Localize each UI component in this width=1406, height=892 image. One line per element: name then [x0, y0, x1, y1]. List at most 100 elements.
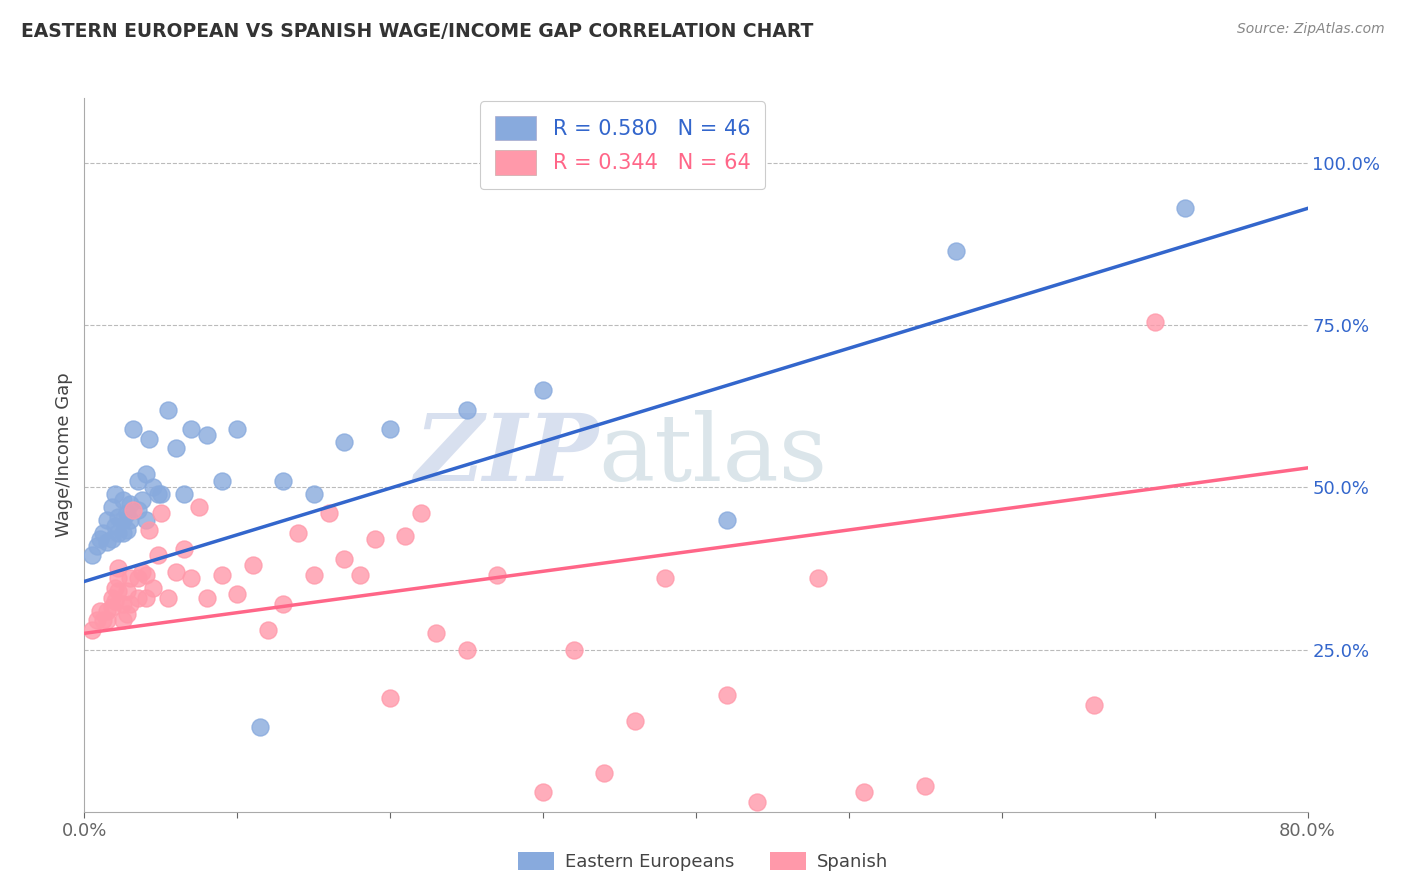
Point [716, 688, 738, 702]
Point [96, 604, 118, 618]
Point [624, 714, 647, 728]
Point [226, 422, 249, 436]
Point [135, 568, 157, 582]
Point [80, 549, 103, 563]
Point [302, 487, 325, 501]
Point [86, 539, 108, 553]
Point [115, 584, 138, 599]
Point [188, 500, 211, 514]
Point [115, 506, 138, 520]
Point [135, 591, 157, 605]
Text: ZIP: ZIP [413, 410, 598, 500]
Point [531, 785, 554, 799]
Point [91, 613, 114, 627]
Point [333, 434, 356, 449]
Point [120, 597, 142, 611]
Point [91, 525, 114, 540]
Point [101, 600, 124, 615]
Point [138, 432, 160, 446]
Point [180, 571, 202, 585]
Point [853, 785, 876, 799]
Point [86, 613, 108, 627]
Point [165, 565, 187, 579]
Point [349, 568, 371, 582]
Point [380, 422, 402, 436]
Point [104, 594, 127, 608]
Point [96, 613, 118, 627]
Point [1083, 698, 1105, 712]
Point [1143, 315, 1166, 329]
Point [104, 581, 127, 595]
Point [107, 509, 129, 524]
Point [157, 591, 180, 605]
Point [380, 691, 402, 706]
Point [456, 402, 478, 417]
Point [914, 779, 936, 793]
Point [107, 571, 129, 585]
Legend: R = 0.580   N = 46, R = 0.344   N = 64: R = 0.580 N = 46, R = 0.344 N = 64 [479, 102, 765, 189]
Point [242, 558, 264, 573]
Point [101, 533, 124, 547]
Point [135, 467, 157, 482]
Point [1174, 202, 1197, 216]
Point [271, 474, 294, 488]
Text: atlas: atlas [598, 410, 827, 500]
Point [747, 795, 769, 809]
Point [165, 442, 187, 456]
Point [104, 487, 127, 501]
Point [101, 591, 124, 605]
Point [107, 584, 129, 599]
Point [101, 500, 124, 514]
Point [195, 591, 218, 605]
Point [135, 513, 157, 527]
Point [115, 607, 138, 621]
Point [531, 383, 554, 397]
Point [104, 519, 127, 533]
Point [173, 541, 195, 556]
Point [271, 597, 294, 611]
Point [96, 513, 118, 527]
Point [111, 493, 134, 508]
Point [211, 568, 233, 582]
Point [122, 503, 145, 517]
Point [138, 523, 160, 537]
Point [157, 402, 180, 417]
Point [111, 613, 134, 627]
Point [142, 480, 165, 494]
Point [120, 513, 142, 527]
Point [111, 525, 134, 540]
Point [195, 428, 218, 442]
Point [107, 525, 129, 540]
Point [716, 513, 738, 527]
Point [211, 474, 233, 488]
Point [131, 565, 153, 579]
Point [146, 549, 169, 563]
Point [127, 474, 149, 488]
Y-axis label: Wage/Income Gap: Wage/Income Gap [55, 373, 73, 537]
Point [333, 551, 356, 566]
Point [486, 568, 509, 582]
Text: EASTERN EUROPEAN VS SPANISH WAGE/INCOME GAP CORRELATION CHART: EASTERN EUROPEAN VS SPANISH WAGE/INCOME … [21, 22, 814, 41]
Point [456, 642, 478, 657]
Point [226, 587, 249, 601]
Point [149, 506, 172, 520]
Point [425, 626, 447, 640]
Point [122, 422, 145, 436]
Point [394, 529, 416, 543]
Point [127, 571, 149, 585]
Point [562, 642, 585, 657]
Text: Source: ZipAtlas.com: Source: ZipAtlas.com [1237, 22, 1385, 37]
Legend: Eastern Europeans, Spanish: Eastern Europeans, Spanish [510, 845, 896, 879]
Point [149, 487, 172, 501]
Point [945, 244, 967, 258]
Point [146, 487, 169, 501]
Point [89, 604, 111, 618]
Point [318, 506, 340, 520]
Point [142, 581, 165, 595]
Point [302, 568, 325, 582]
Point [593, 765, 616, 780]
Point [115, 523, 138, 537]
Point [89, 533, 111, 547]
Point [173, 487, 195, 501]
Point [96, 535, 118, 549]
